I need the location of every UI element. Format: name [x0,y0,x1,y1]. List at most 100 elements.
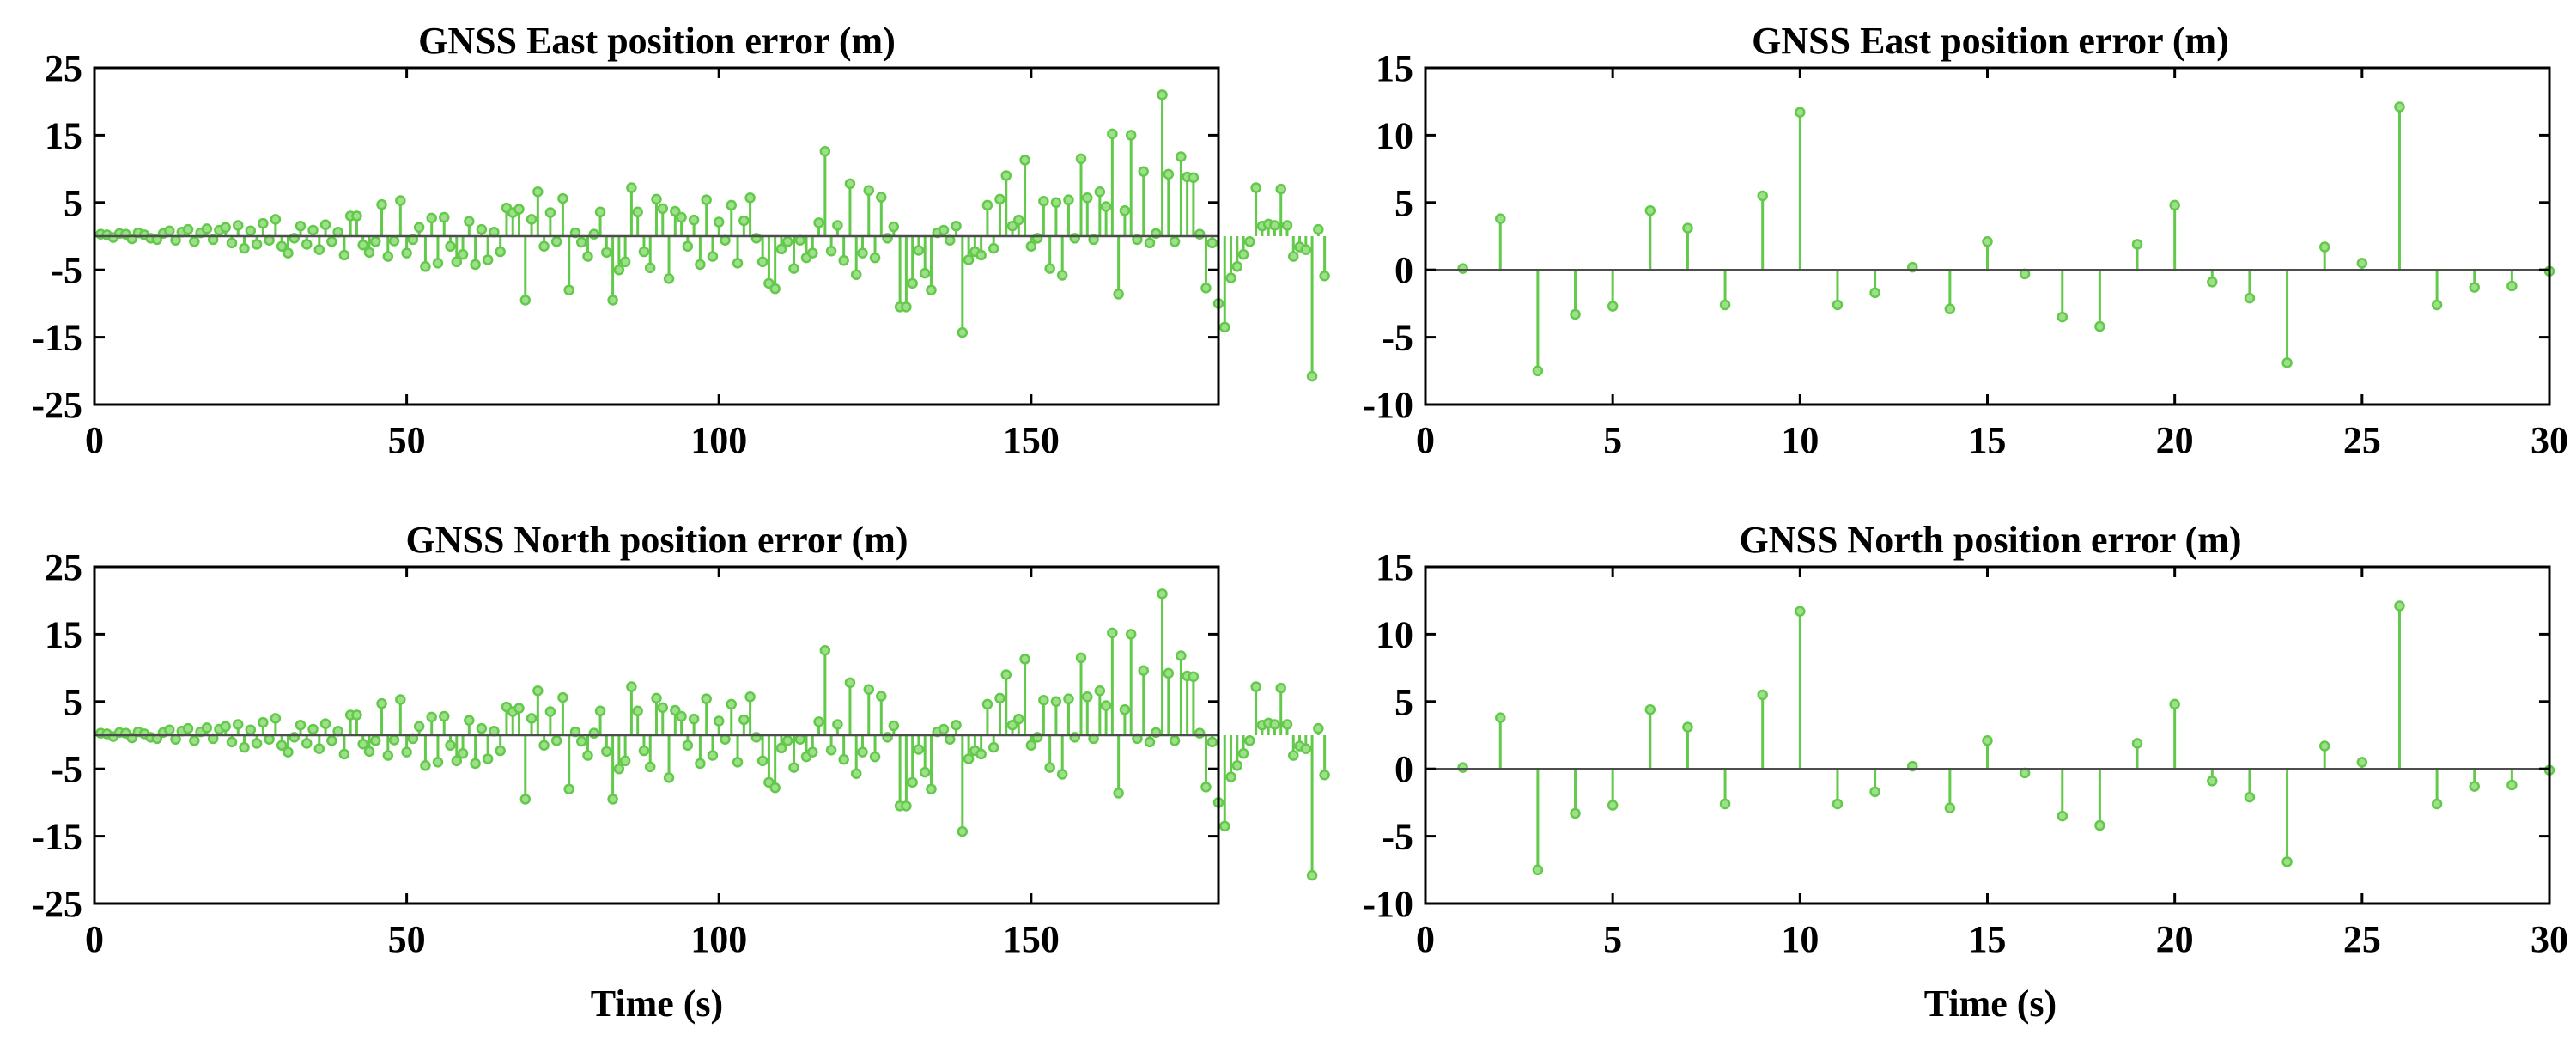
stem-marker [295,220,307,232]
chart-title: GNSS East position error (m) [418,20,896,62]
stem-marker [239,741,250,753]
stem-marker [1944,303,1956,314]
stem-marker [2169,199,2180,211]
y-tick-label: -25 [32,883,82,925]
stem-marker [239,242,250,254]
x-tick-label: 10 [1781,918,1819,960]
stem-marker [819,644,831,656]
stem-marker [2356,258,2368,269]
stem-marker [164,225,175,236]
stem-marker [464,216,475,228]
stem-marker [351,210,362,222]
stem-marker [526,214,538,225]
stem-marker [351,709,362,721]
axes-frame [93,565,1220,905]
stem-marker [594,705,606,717]
stem-marker [575,236,587,248]
stem-marker [963,254,975,265]
stem-marker [701,693,712,704]
stem-marker [532,685,544,697]
y-axis: 15 10 5 0 -5 -10 [1363,47,2549,426]
y-tick-label: -5 [51,249,82,291]
stem-marker [651,193,662,205]
stem-marker [756,256,769,268]
stem-marker [1795,606,1806,617]
stem-marker [1125,130,1137,141]
stem-marker [632,705,643,717]
stem-marker [2207,277,2218,288]
stem-marker [825,245,837,257]
stem-marker [863,684,875,695]
stem-marker [844,677,856,689]
stem-marker [1025,740,1037,752]
stem-marker [2431,798,2443,810]
stem-marker [1281,719,1293,730]
stem-marker [476,223,488,235]
stem-marker [1119,703,1131,715]
stem-marker [638,246,650,258]
stem-marker [319,718,331,729]
stem-marker [1231,760,1243,771]
x-tick-label: 50 [388,419,426,461]
stem-marker [863,185,875,196]
stem-marker [432,757,444,768]
stem-marker [670,704,681,716]
stem-marker [2318,241,2330,253]
stem-marker [781,735,793,746]
stem-marker [987,242,999,254]
stem-marker [732,757,744,768]
stem-marker [2131,239,2143,250]
stem-marker [926,284,937,295]
stem-marker [2057,810,2069,822]
stem-marker [1038,195,1049,207]
stem-marker [857,746,868,758]
stem-marker [1082,691,1093,703]
stem-marker [363,247,375,259]
stem-marker [907,776,918,788]
stem-marker [1100,201,1112,212]
stem-marker [1025,240,1037,253]
x-tick-label: 5 [1603,918,1622,960]
stem-marker [919,267,931,279]
stem-marker [657,702,669,714]
stem-marker [807,746,818,758]
stem-marker [1125,629,1137,640]
y-tick-label: 25 [45,546,82,588]
y-tick-label: -10 [1363,384,1413,426]
stem-marker [832,220,843,231]
stem-marker [1795,107,1806,118]
stem-marker [2356,757,2368,768]
x-axis: 0 5 10 15 20 25 30 [1416,567,2568,960]
y-tick-label: 15 [1376,47,1413,89]
x-tick-label: 100 [690,918,747,960]
y-tick-label: -10 [1363,883,1413,925]
stem-marker [869,252,881,264]
stem-marker [1306,370,1318,382]
stem-marker [2431,299,2443,311]
stem-marker [994,193,1005,205]
panel-east-long: GNSS East position error (m) 25 15 5 -5 -15 -… [32,20,1330,461]
stem-marker [1313,722,1324,734]
stem-marker [1682,721,1693,733]
x-axis: 0 50 100 150 [85,567,1060,960]
stem-marker [1157,588,1168,600]
y-tick-label: -5 [1382,816,1413,858]
stem-marker [557,192,568,204]
stem-marker [1000,170,1012,181]
axes-frame [93,66,1220,406]
stem-marker [438,211,450,223]
stem-marker [2094,819,2105,831]
stem-marker [1163,667,1175,679]
y-tick-label: -5 [51,748,82,790]
stem-marker [319,219,331,230]
stem-marker [1188,671,1200,683]
stem-marker [2094,320,2105,332]
x-tick-label: 150 [1003,419,1060,461]
stem-marker [901,800,912,812]
stem-marker [388,235,400,247]
stem-marker [1306,869,1318,881]
stem-marker [2469,282,2480,293]
stem-marker [270,214,282,225]
stem-marker [1219,820,1230,832]
stem-marker [781,236,793,247]
